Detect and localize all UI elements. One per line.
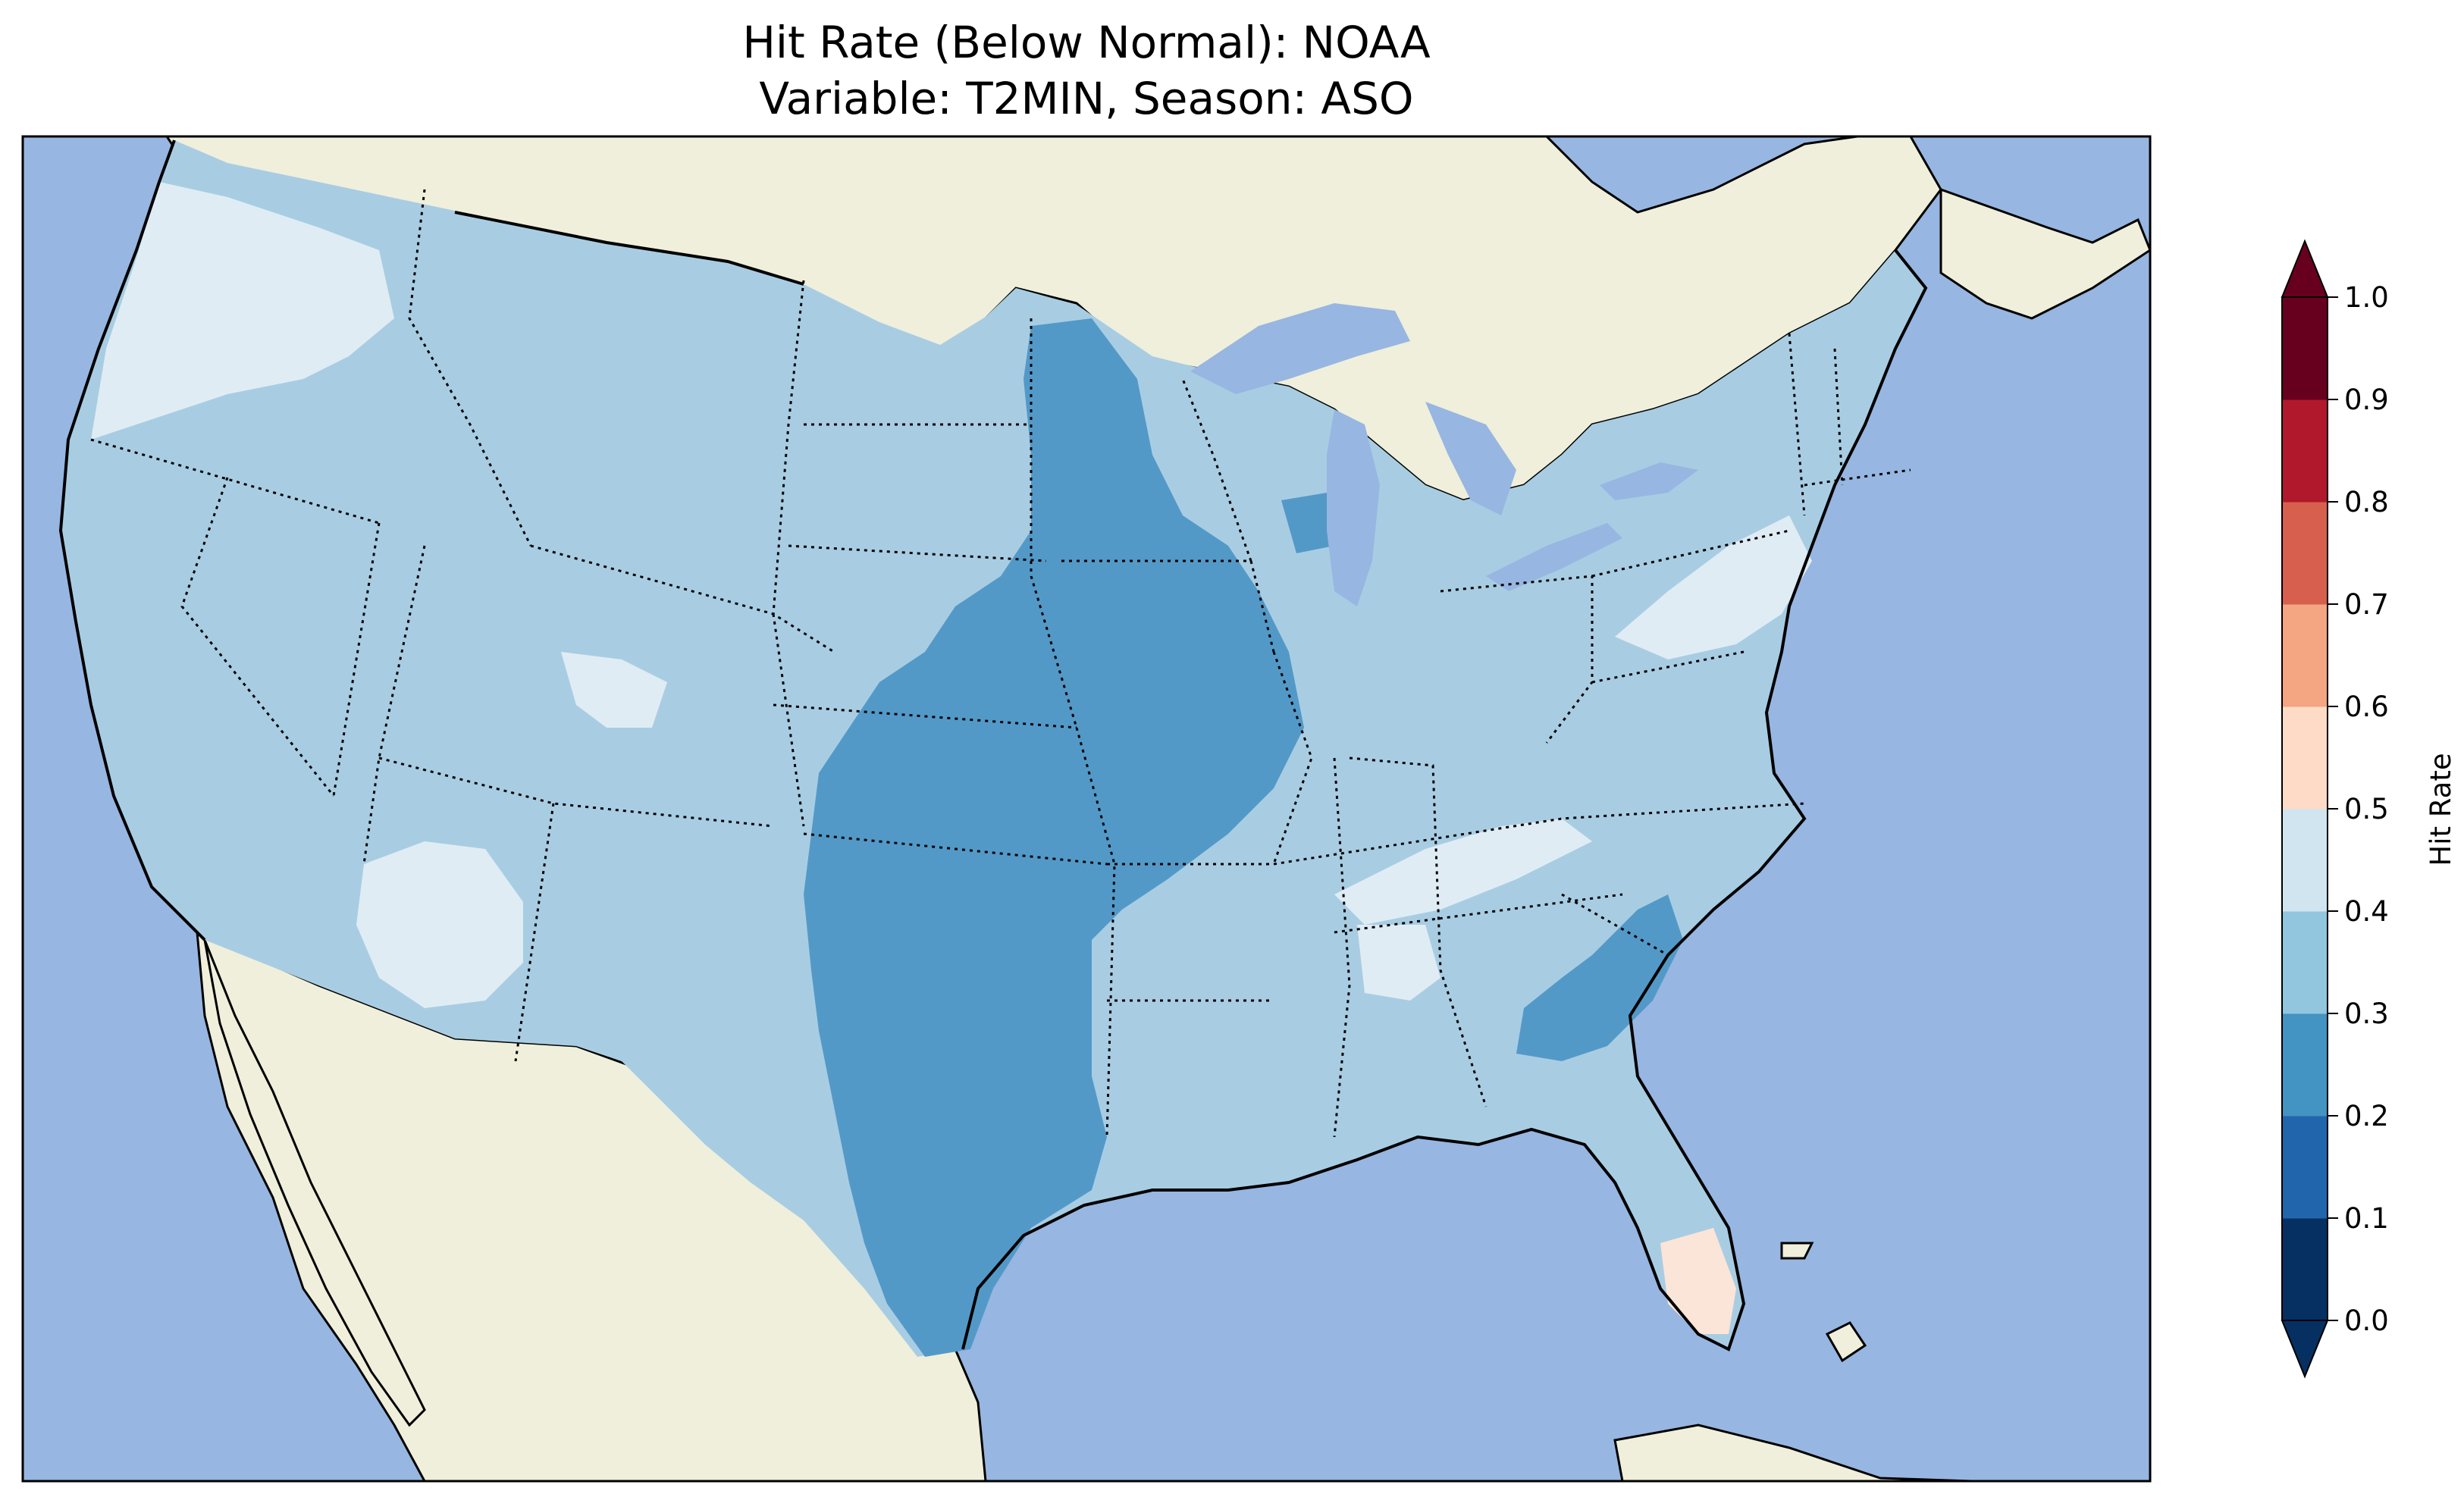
colorbar-tick-label: 0.0: [2344, 1305, 2389, 1337]
region-wisconsin-pocket[interactable]: [1281, 493, 1334, 553]
region-alabama-pocket[interactable]: [1357, 925, 1440, 1001]
colorbar-tick-label: 0.9: [2344, 384, 2389, 416]
colorbar-segment: [2282, 502, 2328, 605]
colorbar-under-extension: [2281, 1320, 2329, 1379]
lake-erie: [1486, 523, 1622, 591]
region-central-plains-corridor[interactable]: [804, 318, 1304, 1357]
colorbar-tick-label: 0.6: [2344, 691, 2389, 723]
colorbar: 0.0 0.1 0.2 0.3 0.4 0.5 0.6 0.7 0.8 0.9 1.0: [2281, 239, 2389, 1379]
mexico-land: [196, 930, 987, 1481]
cuba-land: [1613, 1424, 1972, 1481]
region-four-corners-pocket[interactable]: [356, 841, 523, 1008]
plot-title-line-1: Hit Rate (Below Normal): NOAA: [742, 17, 1431, 68]
colorbar-segment: [2282, 1116, 2328, 1219]
colorbar-tick-label: 0.4: [2344, 895, 2389, 928]
coastlines: [58, 139, 1928, 1351]
colorbar-tick-label: 0.5: [2344, 793, 2389, 825]
colorbar-tick-label: 0.7: [2344, 588, 2389, 621]
plot-title-line-2: Variable: T2MIN, Season: ASO: [759, 73, 1413, 124]
region-west-coast-band[interactable]: [91, 182, 394, 440]
colorbar-tick-label: 0.2: [2344, 1100, 2389, 1132]
bahamas-island: [1780, 1242, 1814, 1260]
lake-huron: [1425, 402, 1516, 515]
maritimes-land: [1939, 187, 2150, 320]
region-tennessee-band[interactable]: [1334, 819, 1592, 925]
colorbar-label: Hit Rate: [2425, 753, 2457, 866]
region-georgia-pocket[interactable]: [1516, 894, 1683, 1061]
colorbar-segment: [2282, 1013, 2328, 1117]
colorbar-segment: [2282, 604, 2328, 707]
colorbar-tick-label: 1.0: [2344, 281, 2389, 314]
colorbar-segment: [2282, 911, 2328, 1014]
map-frame: [21, 135, 2152, 1483]
baja-land: [203, 939, 426, 1427]
colorbar-segment: [2282, 809, 2328, 912]
map-panel[interactable]: [23, 136, 2150, 1481]
colorbar-segment: [2282, 1218, 2328, 1321]
lake-superior: [1190, 303, 1410, 394]
region-south-florida[interactable]: [1660, 1228, 1736, 1334]
region-northeast-band[interactable]: [1615, 515, 1812, 659]
colorbar-segment: [2282, 297, 2328, 400]
colorbar-segment: [2282, 706, 2328, 810]
colorbar-segment: [2282, 399, 2328, 503]
colorbar-tick-label: 0.8: [2344, 486, 2389, 518]
colorbar-tick-label: 0.3: [2344, 998, 2389, 1030]
lake-ontario: [1600, 462, 1698, 500]
lake-michigan: [1327, 409, 1380, 606]
state-boundaries: [90, 189, 1911, 1138]
bahamas-island: [1825, 1321, 1867, 1363]
region-colorado-pocket[interactable]: [561, 652, 667, 728]
colorbar-tick-label: 0.1: [2344, 1202, 2389, 1235]
colorbar-over-extension: [2281, 239, 2329, 298]
